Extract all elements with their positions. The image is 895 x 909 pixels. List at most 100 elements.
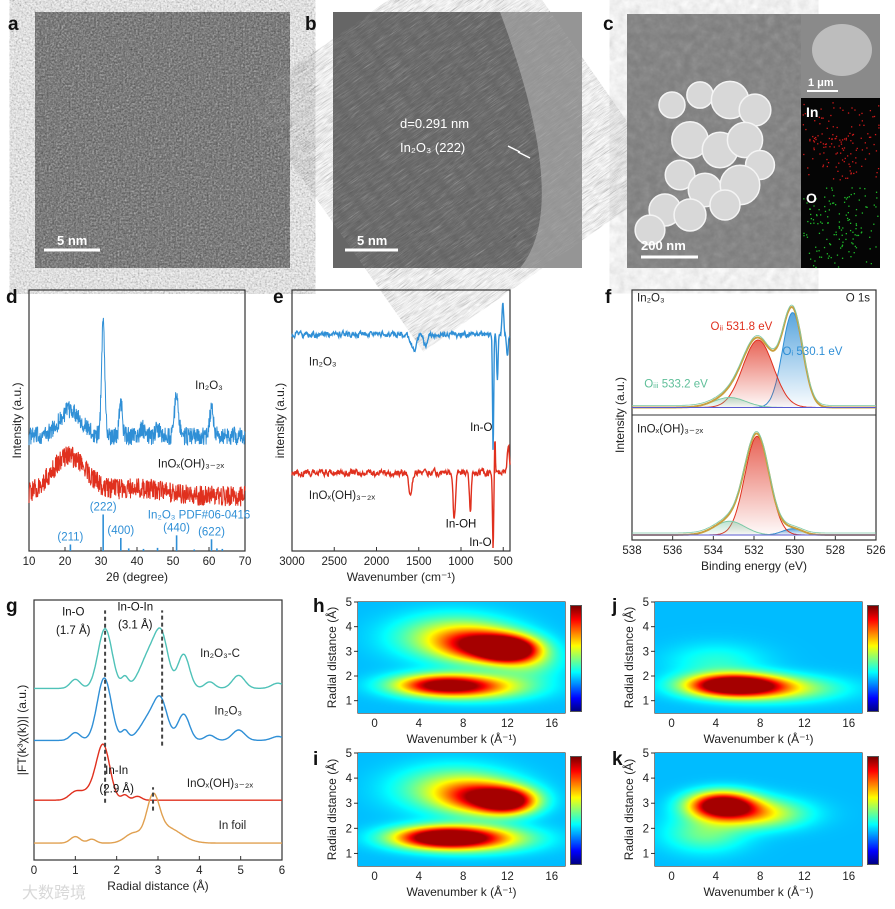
- eds-o-dot: [824, 205, 826, 208]
- scale-bar-c-label: 200 nm: [641, 238, 686, 253]
- eds-in-dot: [824, 143, 827, 146]
- x-tick-label-d: 40: [131, 556, 144, 568]
- eds-in-dot: [822, 143, 825, 145]
- eds-in-dot: [863, 124, 865, 126]
- x-tick-label-g: 1: [72, 865, 78, 877]
- eds-in-dot: [805, 128, 807, 131]
- eds-o-dot: [846, 217, 849, 220]
- eds-o-dot: [870, 263, 872, 265]
- eds-in-dot: [861, 120, 863, 122]
- raw-data: [632, 431, 876, 534]
- eds-in-dot: [848, 163, 850, 165]
- eds-in-dot: [812, 158, 814, 160]
- x-tick-label-e: 2500: [321, 556, 347, 568]
- component-fill: [632, 340, 876, 408]
- eds-in-dot: [827, 161, 830, 164]
- x-tick-label-i: 12: [501, 871, 514, 883]
- eds-o-dot: [824, 196, 826, 198]
- y-tick-label-k: 4: [643, 773, 650, 785]
- eds-in-dot: [858, 114, 861, 116]
- eds-in-dot: [861, 149, 864, 151]
- y-tick-label-h: 5: [346, 597, 352, 609]
- x-tick-label-i: 0: [371, 871, 377, 883]
- y-axis-label-f: Intensity (a.u.): [613, 377, 627, 453]
- x-tick-label-i: 8: [460, 871, 466, 883]
- eds-o-dot: [815, 266, 817, 269]
- panel-label-e: e: [273, 287, 284, 308]
- y-tick-label-h: 3: [346, 646, 352, 658]
- eds-o-dot: [840, 229, 843, 231]
- series-line-e: [291, 302, 511, 450]
- eds-in-dot: [839, 139, 841, 141]
- eds-o-dot: [850, 193, 852, 196]
- eds-in-dot: [850, 153, 852, 155]
- sem-particle: [658, 91, 686, 119]
- eds-o-dot: [845, 214, 847, 216]
- eds-in-dot: [847, 112, 850, 114]
- eds-o-dot: [818, 250, 820, 252]
- x-tick-label-f: 528: [826, 545, 845, 557]
- eds-in-dot: [845, 177, 847, 179]
- eds-in-dot: [809, 138, 811, 141]
- eds-in-dot: [823, 146, 825, 149]
- eds-o-dot: [803, 198, 805, 200]
- x-tick-label-g: 3: [155, 865, 161, 877]
- x-tick-label-d: 60: [203, 556, 216, 568]
- panel-label-g: g: [6, 596, 18, 617]
- eds-in-dot: [832, 134, 834, 136]
- eds-o-dot: [830, 256, 832, 259]
- eds-o-dot: [861, 212, 864, 214]
- eds-in-dot: [821, 133, 823, 135]
- x-axis-label-g: Radial distance (Å): [107, 878, 208, 893]
- x-tick-label-g: 4: [196, 865, 203, 877]
- eds-in-dot: [851, 126, 853, 128]
- eds-o-dot: [838, 238, 841, 240]
- y-tick-label-j: 2: [643, 671, 649, 683]
- eds-o-dot: [847, 212, 849, 214]
- panel-label-b: b: [305, 14, 317, 35]
- x-tick-label-g: 5: [237, 865, 243, 877]
- reference-stick-label: (400): [107, 525, 134, 537]
- sem-particle: [664, 159, 696, 191]
- eds-in-dot: [866, 147, 868, 149]
- heatmap-h: [358, 602, 565, 713]
- eds-o-dot: [831, 189, 834, 191]
- lattice-arrows-icon: [507, 145, 531, 159]
- eds-in-dot: [825, 146, 827, 148]
- eds-o-dot: [848, 218, 851, 221]
- annotation: In-O-In: [117, 601, 153, 613]
- eds-in-dot: [813, 137, 816, 140]
- x-tick-label-f: 538: [622, 545, 641, 557]
- component-fill: [632, 436, 876, 535]
- x-tick-label-h: 12: [501, 718, 514, 730]
- eds-o-dot: [806, 234, 808, 236]
- eds-in-dot: [843, 138, 846, 140]
- eds-o-dot: [835, 231, 837, 233]
- eds-o-dot: [844, 196, 846, 199]
- x-tick-label-h: 0: [371, 718, 377, 730]
- eds-in-dot: [846, 155, 849, 157]
- d-spacing-label: d=0.291 nm: [400, 116, 469, 131]
- x-tick-label-i: 16: [545, 871, 558, 883]
- y-axis-label-e: intensity (a.u.): [273, 383, 287, 458]
- eds-map-in-label: In: [806, 104, 818, 120]
- x-tick-label-e: 500: [494, 556, 513, 568]
- eds-in-dot: [856, 147, 858, 150]
- eds-o-dot: [842, 241, 844, 243]
- eds-o-dot: [809, 208, 811, 210]
- series-label-g: In₂O₃-C: [200, 648, 240, 660]
- series-line-g: [34, 677, 283, 742]
- y-tick-label-j: 5: [643, 597, 649, 609]
- panel-label-k: k: [612, 749, 623, 770]
- x-tick-label-d: 10: [23, 556, 36, 568]
- x-tick-label-f: 534: [704, 545, 724, 557]
- inset-scale-bar-label: 1 μm: [808, 77, 834, 89]
- eds-in-dot: [850, 140, 852, 142]
- eds-in-dot: [819, 123, 821, 125]
- eds-map-o: [801, 183, 880, 268]
- x-axis-label-e: Wavenumber (cm⁻¹): [347, 570, 456, 584]
- eds-in-dot: [809, 140, 811, 142]
- panel-c-sem-image: 200 nm 1 μm In O: [627, 14, 880, 269]
- eds-in-dot: [828, 120, 830, 122]
- raw-data: [632, 304, 876, 406]
